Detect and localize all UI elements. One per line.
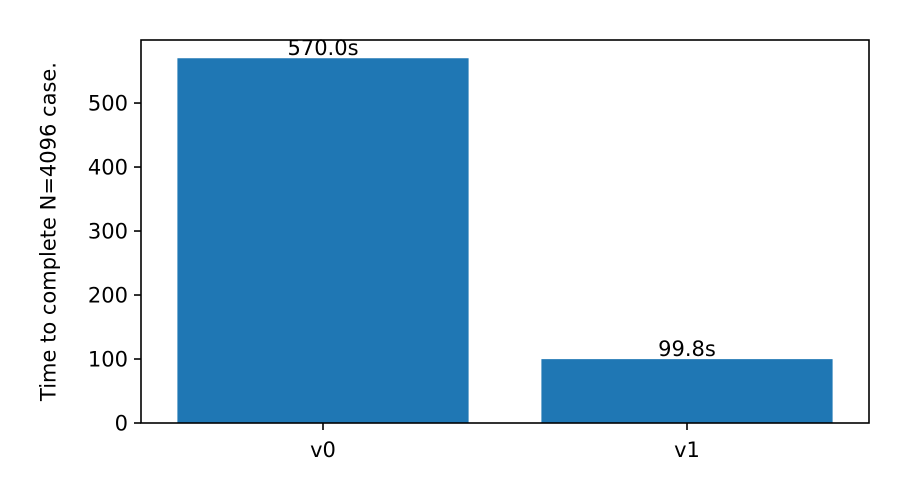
y-tick-label: 0 (115, 411, 128, 435)
x-tick-label-v1: v1 (674, 438, 700, 462)
y-axis: 0 100 200 300 400 500 (88, 91, 141, 435)
x-tick-label-v0: v0 (310, 438, 336, 462)
y-axis-label: Time to complete N=4096 case. (36, 62, 60, 402)
data-label-v1: 99.8s (658, 337, 716, 361)
bar-v0 (177, 58, 469, 423)
x-axis: v0 v1 (310, 423, 700, 462)
bars-layer (177, 58, 833, 423)
bar-v1 (541, 359, 833, 423)
y-tick-label: 200 (88, 283, 128, 307)
y-tick-label: 500 (88, 91, 128, 115)
y-tick-label: 100 (88, 347, 128, 371)
y-tick-label: 400 (88, 155, 128, 179)
y-tick-label: 300 (88, 219, 128, 243)
